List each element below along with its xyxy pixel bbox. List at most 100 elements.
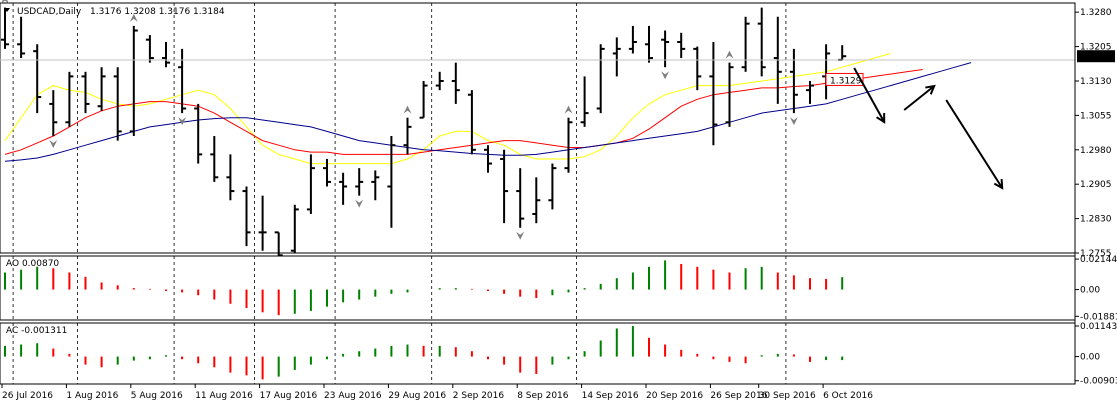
ohlc-bar [162,41,170,68]
price-tick-label: 1.3055 [1080,111,1112,121]
ac-axis: 0.01143 0.00 -0.00903 [1075,322,1117,387]
ohlc-bar [693,46,702,91]
ohlc-bar [339,172,348,205]
collapse-icon[interactable] [4,8,10,12]
ohlc-bar [129,25,138,137]
ma-fast-line [4,53,891,165]
ohlc-bar [757,7,766,77]
ohlc-bar [403,117,412,155]
time-tick-label: 30 Sep 2016 [759,391,816,401]
fractal-up-marker [1,0,9,4]
time-axis: 26 Jul 2016 1 Aug 2016 5 Aug 2016 11 Aug 20… [1,384,873,401]
main-panel: 1.3129 USDCAD,Daily 1.3176 1.3208 1.3176… [0,0,1076,272]
current-price-box [1077,50,1115,63]
ohlc-bar [500,149,509,224]
price-tick-label: 1.2830 [1080,215,1112,225]
ao-panel: AO 0.00870 [0,255,1076,321]
ohlc-bar [596,44,605,114]
ac-panel: AC -0.001311 [0,322,1076,385]
ohlc-bar [645,25,653,63]
fractal-up-marker [725,50,734,59]
ohlc-bar [65,71,74,127]
ohlc-bar [323,158,331,187]
ohlc-bar [306,154,315,215]
time-tick-label: 11 Aug 2016 [195,391,253,401]
price-tick-label: 1.2980 [1080,146,1112,156]
time-tick-label: 26 Sep 2016 [710,391,767,401]
ohlc-bar [709,41,718,146]
ohlc-bar [467,90,476,155]
time-tick-label: 2 Sep 2016 [453,391,505,401]
ohlc-bar [49,90,58,137]
ohlc-bar [564,117,573,173]
time-tick-label: 26 Jul 2016 [2,391,53,401]
ohlc-bar [33,44,42,114]
ao-axis-tick-label: 0.00 [1080,286,1100,296]
time-tick-label: 23 Aug 2016 [324,391,382,401]
price-tick-label: 1.2905 [1080,180,1112,190]
fractal-up-marker [403,105,412,114]
ohlc-bar [371,170,380,201]
fractal-down-marker [516,231,525,240]
ohlc-bar [97,67,106,111]
time-tick-label: 14 Sep 2016 [582,391,639,401]
ohlc-bar [548,163,557,210]
ohlc-bar [1,7,9,49]
ohlc-bar [274,231,283,260]
fractal-down-marker [178,117,187,126]
ma-mid-line [4,69,923,155]
ohlc-bar [242,186,251,247]
time-tick-label: 6 Oct 2016 [823,391,873,401]
ohlc-bar [194,103,203,164]
forecast-arrow-down-2 [945,99,1004,189]
ac-axis-tick-label: 0.00 [1080,353,1100,363]
forecast-arrow-up-head [925,84,936,95]
fractal-down-marker [661,71,670,80]
ohlc-bar [113,67,122,141]
ohlc-bar [806,80,814,104]
ao-axis-tick-label: 0.02144 [1080,255,1117,265]
current-price-label: 1.3184 [1080,52,1112,62]
ohlc-bar [226,154,235,201]
ohlc-readout: 1.3176 1.3208 1.3176 1.3184 [90,7,225,17]
ohlc-bar [741,16,750,72]
fractal-down-marker [355,199,364,208]
ac-axis-tick-label: -0.00903 [1080,377,1117,387]
time-tick-label: 29 Aug 2016 [388,391,446,401]
ohlc-bar [484,145,492,173]
ohlc-bar [677,32,686,59]
price-tick-label: 1.3205 [1080,43,1112,53]
ohlc-bar [355,168,364,196]
time-tick-label: 17 Aug 2016 [260,391,318,401]
ohlc-bar [17,16,26,59]
ao-axis-tick-label: -0.01881 [1080,312,1117,322]
ohlc-bar [435,71,444,91]
ohlc-bar [628,25,637,54]
ma-price-box [825,72,864,86]
price-tick-label: 1.2755 [1080,249,1112,259]
ohlc-bar [290,204,299,253]
price-tick-label: 1.3280 [1080,8,1112,18]
ohlc-bar [145,35,154,63]
symbol-title: USDCAD,Daily [17,7,82,17]
ohlc-bar [661,30,670,68]
time-tick-label: 20 Sep 2016 [646,391,703,401]
fractal-up-marker [564,105,573,114]
fractal-down-marker [49,140,58,149]
price-tick-label: 1.3130 [1080,77,1112,87]
ac-title: AC -0.001311 [6,326,67,336]
ohlc-bar [387,136,396,228]
forecast-arrow-up [903,85,935,111]
ohlc-bar [725,62,734,127]
ohlc-bar [258,195,267,251]
ma-price-label: 1.3129 [830,76,862,86]
ohlc-bar [419,80,428,119]
forecast-arrow-down-1 [853,67,886,123]
ohlc-bar [81,71,90,114]
fractal-down-marker [789,117,798,126]
time-tick-label: 5 Aug 2016 [131,391,183,401]
ohlc-bar [822,44,831,100]
ohlc-bar [516,168,525,228]
ao-title: AO 0.00870 [6,259,59,269]
